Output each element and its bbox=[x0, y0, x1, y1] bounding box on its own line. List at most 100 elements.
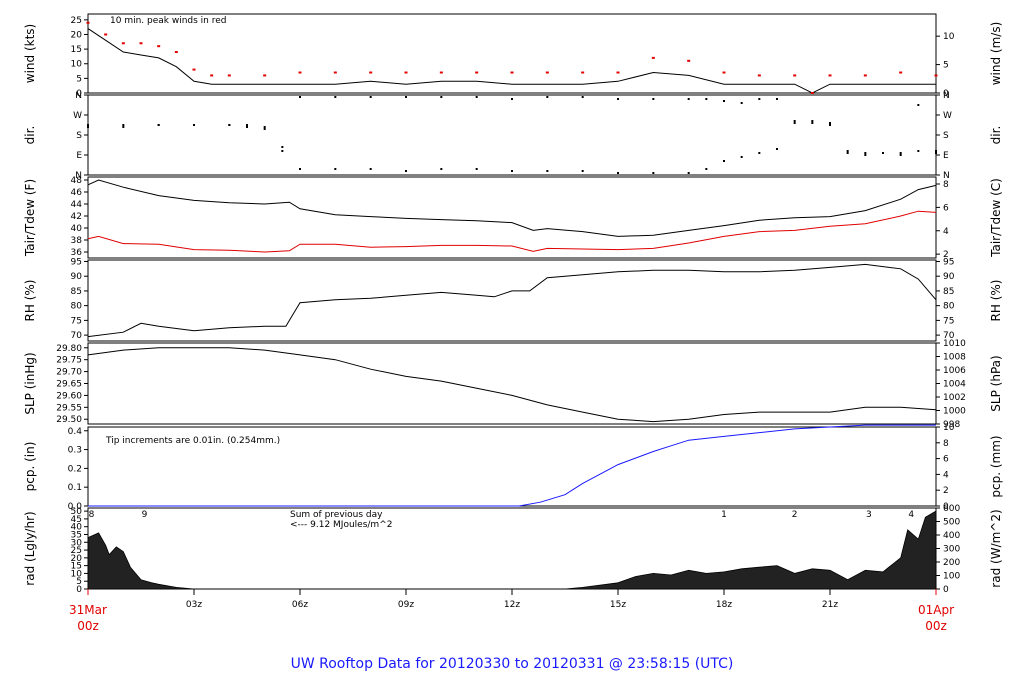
wind-peak-point bbox=[793, 74, 797, 77]
ytick-right-label: 1008 bbox=[943, 353, 966, 363]
ytick-left-label: 15 bbox=[71, 562, 82, 572]
dir-point bbox=[299, 168, 301, 170]
wind-peak-point bbox=[157, 45, 161, 48]
dir-point bbox=[829, 122, 831, 124]
panel-frame bbox=[87, 176, 937, 259]
rad-day-marker: 9 bbox=[142, 510, 148, 520]
dir-point bbox=[705, 98, 708, 100]
ytick-left-label: 0.4 bbox=[68, 427, 83, 437]
ytick-right-label: 10 bbox=[943, 32, 955, 42]
pcp-series-line-0 bbox=[88, 424, 936, 507]
wind-peak-point bbox=[475, 71, 479, 74]
ylabel-right: RH (%) bbox=[989, 280, 1003, 322]
ylabel-right: pcp. (mm) bbox=[989, 435, 1003, 497]
wind-peak-point bbox=[616, 71, 620, 74]
panel-frame bbox=[87, 259, 937, 342]
ytick-left-label: 20 bbox=[71, 554, 83, 564]
panel-slp: 29.5029.5529.6029.6529.7029.7529.8099810… bbox=[23, 339, 1003, 430]
wind-series-line-0 bbox=[87, 28, 936, 94]
dir-point bbox=[882, 152, 884, 154]
end-hour-label: 00z bbox=[925, 619, 947, 633]
wind-peak-point bbox=[722, 71, 726, 74]
ylabel-right: wind (m/s) bbox=[989, 22, 1003, 86]
dir-point bbox=[776, 98, 778, 100]
dir-point bbox=[246, 126, 248, 128]
wind-peak-point bbox=[899, 71, 903, 74]
dir-point bbox=[246, 124, 248, 126]
ytick-right-label: 0 bbox=[943, 89, 949, 99]
dir-point bbox=[864, 154, 867, 156]
dir-point bbox=[405, 96, 407, 98]
ytick-right-label: 500 bbox=[943, 518, 960, 528]
dir-point bbox=[705, 168, 708, 170]
ytick-left-label: 29.70 bbox=[56, 368, 82, 378]
ytick-left-label: 90 bbox=[71, 272, 83, 282]
dir-point bbox=[811, 122, 814, 124]
dir-point bbox=[581, 96, 584, 98]
ytick-right-label: 4 bbox=[943, 227, 949, 237]
panel-frame bbox=[87, 94, 937, 176]
ytick-left-label: E bbox=[76, 151, 82, 161]
dir-point bbox=[299, 96, 301, 98]
dir-point bbox=[740, 156, 743, 158]
dir-point bbox=[440, 168, 443, 170]
dir-point bbox=[369, 96, 372, 98]
ytick-right-label: 5 bbox=[943, 61, 949, 71]
dir-point bbox=[776, 148, 778, 150]
wind-peak-point bbox=[757, 74, 761, 77]
ytick-right-label: W bbox=[943, 111, 952, 121]
ytick-right-label: 100 bbox=[943, 572, 960, 582]
ytick-right-label: 2 bbox=[943, 250, 949, 260]
ytick-right-label: S bbox=[943, 131, 949, 141]
dir-point bbox=[846, 150, 849, 152]
panel-rh: 70 75 80 85 90 95 70 75 80 85 90 95 RH (%) RH (%) bbox=[23, 257, 1003, 342]
ytick-right-label: 600 bbox=[943, 504, 960, 514]
dir-point bbox=[652, 172, 655, 174]
ytick-left-label: 40 bbox=[71, 224, 83, 234]
ytick-right-label: 95 bbox=[943, 257, 954, 267]
xtick-label: 21z bbox=[822, 600, 838, 610]
wind-peak-point bbox=[934, 74, 938, 77]
xtick-label: 06z bbox=[292, 600, 308, 610]
dir-point bbox=[122, 124, 125, 126]
dir-point bbox=[617, 98, 619, 100]
panel-rad: 051015202530354045500100200300400500600r… bbox=[23, 504, 1003, 595]
ytick-right-label: 400 bbox=[943, 531, 960, 541]
ytick-left-label: S bbox=[76, 131, 82, 141]
wind-annotation: 10 min. peak winds in red bbox=[110, 16, 227, 26]
wind-peak-point bbox=[333, 71, 337, 74]
wind-peak-point bbox=[510, 71, 514, 74]
wind-peak-point bbox=[227, 74, 231, 77]
dir-point bbox=[281, 150, 284, 152]
temp-series-line-1 bbox=[87, 210, 937, 253]
wind-peak-point bbox=[810, 92, 814, 94]
dir-point bbox=[369, 168, 372, 170]
dir-point bbox=[864, 152, 867, 154]
ylabel-right: Tair/Tdew (C) bbox=[989, 178, 1003, 258]
ylabel-left: dir. bbox=[23, 126, 37, 145]
ytick-left-label: 40 bbox=[71, 523, 83, 533]
ytick-right-label: 2 bbox=[943, 486, 949, 496]
ytick-left-label: 29.55 bbox=[56, 403, 82, 413]
ytick-left-label: 0.3 bbox=[68, 446, 82, 456]
ytick-left-label: 0.2 bbox=[68, 464, 82, 474]
ytick-left-label: W bbox=[73, 111, 82, 121]
dir-point bbox=[228, 124, 231, 126]
wind-peak-point bbox=[581, 71, 585, 74]
ytick-left-label: 38 bbox=[71, 236, 83, 246]
dir-point bbox=[263, 128, 266, 130]
ytick-left-label: 0 bbox=[76, 585, 82, 595]
ytick-right-label: 1010 bbox=[943, 339, 966, 349]
ytick-right-label: 200 bbox=[943, 558, 960, 568]
wind-peak-point bbox=[210, 74, 214, 77]
ytick-left-label: 10 bbox=[71, 569, 83, 579]
ytick-right-label: 8 bbox=[943, 180, 949, 190]
end-date-label: 01Apr bbox=[918, 603, 954, 617]
wind-peak-point bbox=[86, 21, 90, 24]
wind-peak-point bbox=[828, 74, 832, 77]
rad-day-marker: 1 bbox=[721, 510, 727, 520]
ytick-left-label: 20 bbox=[71, 30, 83, 40]
ylabel-right: rad (W/m^2) bbox=[989, 509, 1003, 587]
ytick-left-label: 29.50 bbox=[56, 415, 82, 425]
